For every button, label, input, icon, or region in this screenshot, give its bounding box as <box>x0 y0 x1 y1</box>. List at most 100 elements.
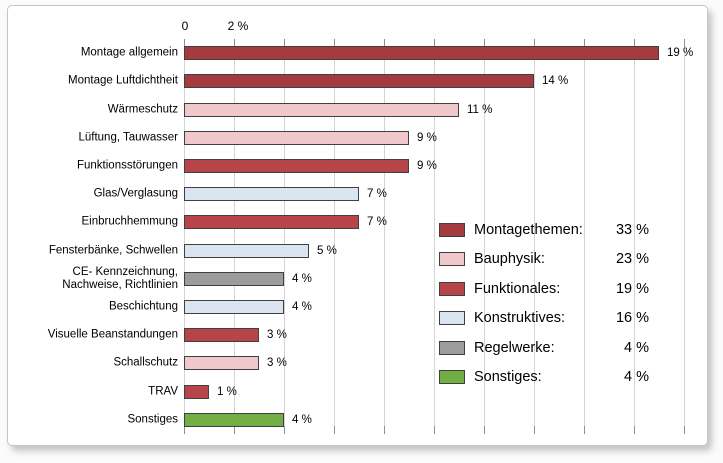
bar-value-label: 1 % <box>217 385 237 398</box>
bar-value-label: 4 % <box>292 301 312 314</box>
axis-tick-top <box>634 39 635 47</box>
legend-item: Bauphysik: 23 % <box>439 245 649 275</box>
legend-swatch <box>439 281 465 296</box>
axis-tick-top <box>334 39 335 47</box>
bar-row: Lüftung, Tauwasser 9 % <box>8 124 707 152</box>
bar-value-label: 4 % <box>292 272 312 285</box>
axis-tick-top <box>184 39 185 47</box>
axis-tick-bottom <box>384 426 385 434</box>
bar-row: CE- Kennzeichnung, Nachweise, Richtlinie… <box>8 265 707 293</box>
bar-label: Beschichtung <box>108 300 178 313</box>
axis-tick-top <box>384 39 385 47</box>
legend-item-value: 19 % <box>615 280 649 297</box>
bar-label: Glas/Verglasung <box>93 187 178 200</box>
axis-tick-bottom <box>484 426 485 434</box>
legend-item-label: Montagethemen: <box>474 221 583 238</box>
bar-label: Montage Luftdichtheit <box>68 74 178 87</box>
bar <box>184 130 409 145</box>
bar-row: Visuelle Beanstandungen 3 % <box>8 321 707 349</box>
bar-label: Wärmeschutz <box>107 103 178 116</box>
axis-tick-bottom <box>684 426 685 434</box>
gridline <box>434 39 435 434</box>
bar-label: TRAV <box>148 385 178 398</box>
legend-item: Regelwerke: 4 % <box>439 333 649 363</box>
gridline <box>634 39 635 434</box>
bar <box>184 384 209 399</box>
gridline <box>184 39 185 434</box>
legend-item-value: 33 % <box>615 221 649 238</box>
plot-area <box>184 39 685 434</box>
legend-swatch <box>439 340 465 355</box>
bar-label: Schallschutz <box>113 356 178 369</box>
bar-label: Funktionsstörungen <box>76 159 178 172</box>
bar <box>184 243 309 258</box>
bar-value-label: 3 % <box>267 357 287 370</box>
axis-tick-top <box>684 39 685 47</box>
legend-item-label: Bauphysik: <box>474 251 545 268</box>
axis-tick-bottom <box>234 426 235 434</box>
bar <box>184 74 534 89</box>
x-axis-tick-label: 0 <box>181 19 189 33</box>
axis-tick-top <box>484 39 485 47</box>
legend-item: Sonstiges: 4 % <box>439 363 649 393</box>
axis-tick-bottom <box>284 426 285 434</box>
chart-card: 0 2 % Montage allgemein 19 % Montage Luftdi… <box>7 5 708 446</box>
legend-item-label: Funktionales: <box>474 280 561 297</box>
bar-label: Visuelle Beanstandungen <box>47 328 178 341</box>
bar-value-label: 19 % <box>667 47 694 60</box>
bar-label: CE- Kennzeichnung, Nachweise, Richtlinie… <box>62 265 178 291</box>
legend-item: Konstruktives: 16 % <box>439 304 649 334</box>
bar-row: Sonstiges 4 % <box>8 406 707 434</box>
bar-row: Montage allgemein 19 % <box>8 39 707 67</box>
bar <box>184 412 284 427</box>
legend-item-label: Sonstiges: <box>474 369 542 386</box>
bar-row: Glas/Verglasung 7 % <box>8 180 707 208</box>
gridline <box>334 39 335 434</box>
axis-tick-bottom <box>534 426 535 434</box>
bar-value-label: 9 % <box>417 159 437 172</box>
bar-label: Einbruchhemmung <box>81 215 178 228</box>
bar-row: Schallschutz 3 % <box>8 349 707 377</box>
bar-label: Lüftung, Tauwasser <box>78 131 178 144</box>
bar <box>184 300 284 315</box>
axis-tick-top <box>534 39 535 47</box>
bar <box>184 102 459 117</box>
axis-tick-bottom <box>334 426 335 434</box>
bar-row: Funktionsstörungen 9 % <box>8 152 707 180</box>
x-axis-tick-label: 2 % <box>227 19 249 33</box>
axis-tick-bottom <box>184 426 185 434</box>
bar <box>184 215 359 230</box>
legend-swatch <box>439 222 465 237</box>
gridline <box>284 39 285 434</box>
bar-row: Fensterbänke, Schwellen 5 % <box>8 237 707 265</box>
legend-item-value: 4 % <box>624 339 649 356</box>
legend-item-value: 23 % <box>615 251 649 268</box>
gridline <box>534 39 535 434</box>
bar-value-label: 4 % <box>292 413 312 426</box>
gridline <box>234 39 235 434</box>
gridline <box>484 39 485 434</box>
legend-item: Funktionales: 19 % <box>439 274 649 304</box>
axis-tick-bottom <box>434 426 435 434</box>
bar-row: Montage Luftdichtheit 14 % <box>8 67 707 95</box>
bar-value-label: 7 % <box>367 188 387 201</box>
bar <box>184 187 359 202</box>
gridline <box>384 39 385 434</box>
bar-value-label: 14 % <box>542 75 569 88</box>
bar <box>184 158 409 173</box>
bar-value-label: 3 % <box>267 329 287 342</box>
legend-item-value: 4 % <box>624 369 649 386</box>
bar-label: Fensterbänke, Schwellen <box>48 244 178 257</box>
bar <box>184 46 659 61</box>
bar-value-label: 5 % <box>317 244 337 257</box>
bar-label: Montage allgemein <box>80 46 178 59</box>
axis-tick-bottom <box>584 426 585 434</box>
axis-tick-bottom <box>634 426 635 434</box>
bar <box>184 356 259 371</box>
legend: Montagethemen: 33 % Bauphysik: 23 % Funktion… <box>439 215 649 393</box>
legend-swatch <box>439 370 465 385</box>
bar <box>184 328 259 343</box>
axis-tick-top <box>584 39 585 47</box>
axis-tick-top <box>284 39 285 47</box>
